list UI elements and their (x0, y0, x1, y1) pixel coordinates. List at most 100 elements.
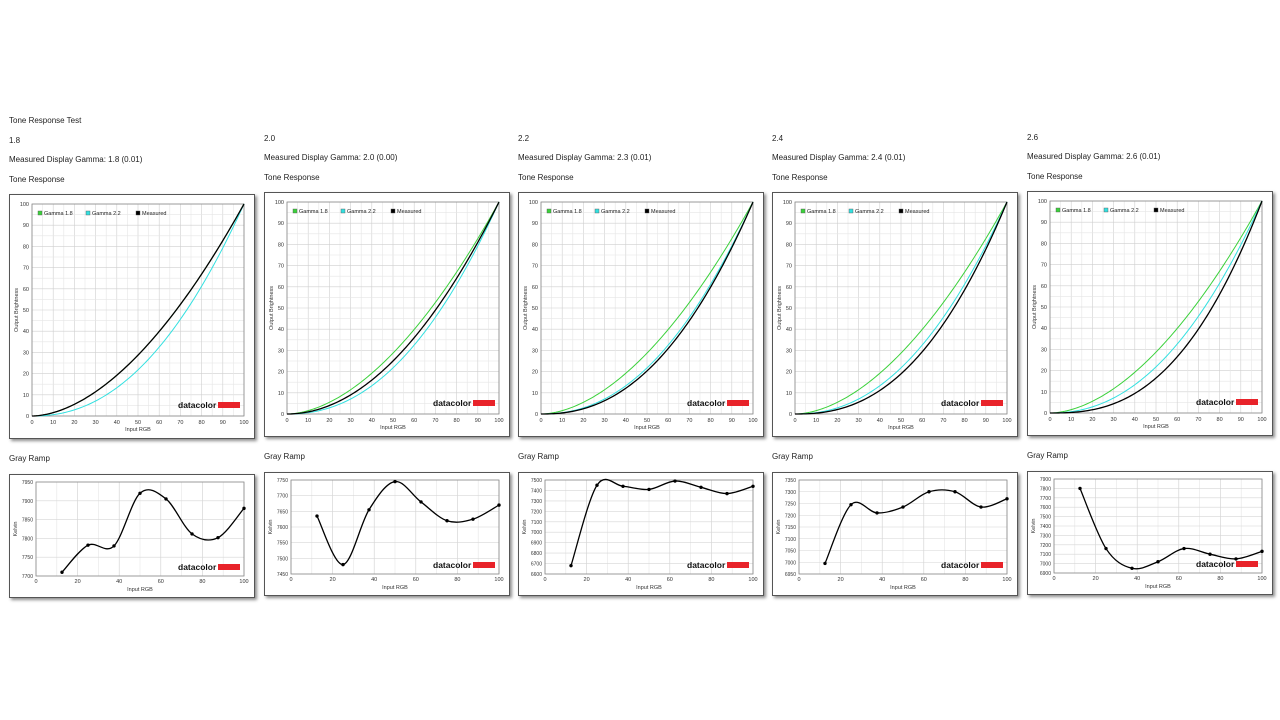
legend-swatch (1153, 207, 1159, 213)
y-tick-label: 30 (532, 348, 538, 354)
legend-label: Gamma 1.8 (44, 211, 73, 217)
logo-bar (218, 402, 240, 408)
y-axis-label: Kelvin (522, 520, 528, 535)
y-tick-label: 60 (1041, 284, 1047, 290)
x-tick-label: 100 (1002, 577, 1011, 583)
kelvin-point (367, 508, 371, 512)
y-tick-label: 70 (786, 264, 792, 270)
y-tick-label: 80 (23, 244, 29, 250)
x-tick-label: 80 (962, 577, 968, 583)
series-line-gamma-1-8 (540, 201, 754, 415)
y-axis-label: Kelvin (13, 522, 19, 537)
x-tick-label: 20 (75, 579, 81, 585)
plot-frame (1053, 478, 1263, 574)
kelvin-curve (570, 478, 754, 566)
y-tick-label: 80 (532, 242, 538, 248)
y-tick-label: 20 (278, 370, 284, 376)
y-tick-label: 7500 (277, 556, 288, 562)
logo-bar (1236, 399, 1258, 405)
y-tick-label: 10 (278, 391, 284, 397)
x-tick-label: 20 (584, 577, 590, 583)
x-tick-label: 60 (411, 418, 417, 424)
x-tick-label: 40 (625, 577, 631, 583)
series-line-measured (1050, 200, 1263, 414)
y-tick-label: 7200 (785, 513, 796, 519)
kelvin-point (875, 511, 879, 515)
target-gamma-label: 1.8 (9, 136, 21, 145)
x-axis-label: Input RGB (1145, 584, 1171, 590)
x-tick-label: 20 (1089, 417, 1095, 423)
y-tick-label: 70 (532, 264, 538, 270)
x-tick-label: 0 (539, 418, 542, 424)
x-axis-label: Input RGB (125, 427, 151, 433)
y-tick-label: 80 (1041, 241, 1047, 247)
x-tick-label: 50 (644, 418, 650, 424)
x-tick-label: 100 (494, 418, 503, 424)
x-axis-label: Input RGB (890, 585, 916, 591)
x-tick-label: 30 (602, 418, 608, 424)
x-tick-label: 80 (1217, 576, 1223, 582)
kelvin-curve (61, 489, 245, 573)
kelvin-point (725, 491, 729, 496)
kelvin-curve (824, 489, 1008, 564)
y-tick-label: 10 (786, 391, 792, 397)
kelvin-point (1005, 497, 1009, 501)
kelvin-point (595, 483, 599, 487)
x-tick-label: 10 (813, 418, 819, 424)
x-tick-label: 80 (708, 577, 714, 583)
series-line-gamma-2-2 (540, 201, 754, 415)
measured-gamma-text: Measured Display Gamma: 2.0 (0.00) (264, 153, 398, 162)
y-tick-label: 60 (786, 285, 792, 291)
y-axis-label: Output Brightness (14, 288, 20, 332)
x-tick-label: 50 (390, 418, 396, 424)
x-tick-label: 0 (289, 577, 292, 583)
x-tick-label: 100 (239, 420, 248, 426)
x-tick-label: 70 (1195, 417, 1201, 423)
x-tick-label: 80 (454, 577, 460, 583)
y-tick-label: 30 (278, 348, 284, 354)
x-axis-label: Input RGB (1143, 424, 1169, 430)
y-tick-label: 7600 (277, 525, 288, 531)
gray-ramp-label: Gray Ramp (518, 452, 559, 461)
y-tick-label: 50 (278, 306, 284, 312)
legend-swatch (1055, 207, 1061, 213)
tone-chart-svg: 0 10 20 30 40 50 60 70 80 90 100 0 10 20 30 40 50 60 70 80 9… (14, 202, 249, 433)
gamma-column-2.2: 2.2 Measured Display Gamma: 2.3 (0.01) Ton… (518, 134, 764, 634)
y-tick-label: 6600 (531, 572, 542, 578)
series-line-measured (31, 203, 245, 417)
gray-ramp-svg: 0 20 40 60 80 100 7450 7500 7550 7600 7650 7700 7750… (268, 478, 504, 591)
kelvin-point (699, 485, 703, 490)
x-tick-label: 60 (665, 418, 671, 424)
gray-ramp-chart: 0 20 40 60 80 100 6600 6700 6800 6900 7000 7100 7200… (518, 472, 764, 596)
y-tick-label: 60 (23, 287, 29, 293)
x-tick-label: 10 (1068, 417, 1074, 423)
x-tick-label: 30 (93, 420, 99, 426)
y-tick-label: 0 (26, 414, 29, 420)
legend-label: Gamma 2.2 (855, 209, 884, 215)
kelvin-point (569, 563, 573, 568)
tone-chart-svg: 0 10 20 30 40 50 60 70 80 90 100 0 10 20 30 40 50 60 70 80 9… (1032, 199, 1267, 430)
y-tick-label: 7550 (277, 541, 288, 547)
legend-swatch (800, 208, 806, 214)
y-tick-label: 40 (23, 329, 29, 335)
kelvin-point (242, 506, 246, 511)
legend-swatch (292, 208, 298, 214)
kelvin-point (341, 562, 345, 567)
x-tick-label: 10 (305, 418, 311, 424)
y-tick-label: 7450 (277, 572, 288, 578)
plot-frame (35, 481, 245, 577)
kelvin-point (1208, 552, 1212, 556)
x-tick-label: 100 (1257, 417, 1266, 423)
y-tick-label: 7700 (22, 574, 33, 580)
x-tick-label: 80 (708, 418, 714, 424)
x-tick-label: 20 (71, 420, 77, 426)
x-tick-label: 90 (1238, 417, 1244, 423)
x-tick-label: 20 (330, 577, 336, 583)
target-gamma-label: 2.2 (518, 134, 530, 143)
tone-response-label: Tone Response (9, 175, 65, 184)
kelvin-point (849, 502, 853, 507)
y-tick-label: 7100 (785, 537, 796, 543)
x-tick-label: 100 (1002, 418, 1011, 424)
legend-swatch (135, 210, 141, 216)
y-tick-label: 7300 (1040, 533, 1051, 539)
